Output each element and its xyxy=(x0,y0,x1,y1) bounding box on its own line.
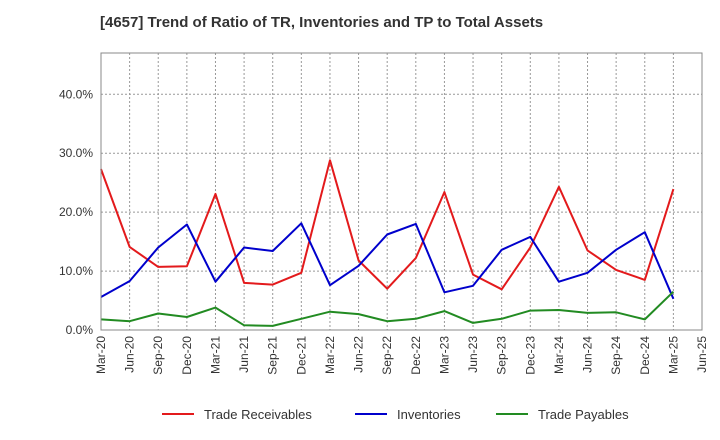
plot-frame xyxy=(100,52,703,331)
grid xyxy=(101,53,702,330)
x-tick-label: Dec-22 xyxy=(409,336,423,375)
x-tick-label: Sep-20 xyxy=(151,336,165,375)
x-tick-label: Mar-20 xyxy=(94,336,108,374)
x-tick-label: Mar-22 xyxy=(323,336,337,374)
x-tick-label: Sep-24 xyxy=(609,336,623,375)
x-tick-label: Dec-23 xyxy=(523,336,537,375)
series-line-2 xyxy=(100,290,675,327)
legend-label: Inventories xyxy=(397,407,461,422)
x-tick-label: Dec-21 xyxy=(294,336,308,375)
series-line-1 xyxy=(100,222,675,300)
x-tick-label: Jun-21 xyxy=(237,336,251,373)
x-tick-label: Sep-22 xyxy=(380,336,394,375)
legend: Trade Receivables Inventories Trade Payabl… xyxy=(162,407,629,422)
x-tick-label: Jun-25 xyxy=(695,336,709,373)
y-tick-label: 0.0% xyxy=(66,323,94,337)
x-tick-label: Mar-25 xyxy=(666,336,680,374)
legend-label: Trade Payables xyxy=(538,407,629,422)
x-tick-label: Mar-21 xyxy=(208,336,222,374)
x-tick-label: Mar-24 xyxy=(552,336,566,374)
y-tick-label: 40.0% xyxy=(59,87,93,101)
y-tick-label: 10.0% xyxy=(59,264,93,278)
x-tick-label: Jun-24 xyxy=(581,336,595,373)
x-tick-label: Mar-23 xyxy=(437,336,451,374)
x-tick-label: Dec-24 xyxy=(638,336,652,375)
y-tick-label: 20.0% xyxy=(59,205,93,219)
y-tick-label: 30.0% xyxy=(59,146,93,160)
legend-label: Trade Receivables xyxy=(204,407,312,422)
chart-title: [4657] Trend of Ratio of TR, Inventories… xyxy=(100,14,544,31)
x-tick-label: Dec-20 xyxy=(180,336,194,375)
series-lines xyxy=(100,159,675,327)
x-tick-label: Sep-21 xyxy=(266,336,280,375)
x-axis-ticks: Mar-20 Jun-20 Sep-20 Dec-20 Mar-21 Jun-21 Sep-… xyxy=(94,336,709,375)
x-tick-label: Jun-20 xyxy=(123,336,137,373)
y-axis-ticks: 0.0% 10.0% 20.0% 30.0% 40.0% xyxy=(59,87,93,337)
x-tick-label: Jun-22 xyxy=(352,336,366,373)
x-tick-label: Sep-23 xyxy=(495,336,509,375)
x-tick-label: Jun-23 xyxy=(466,336,480,373)
